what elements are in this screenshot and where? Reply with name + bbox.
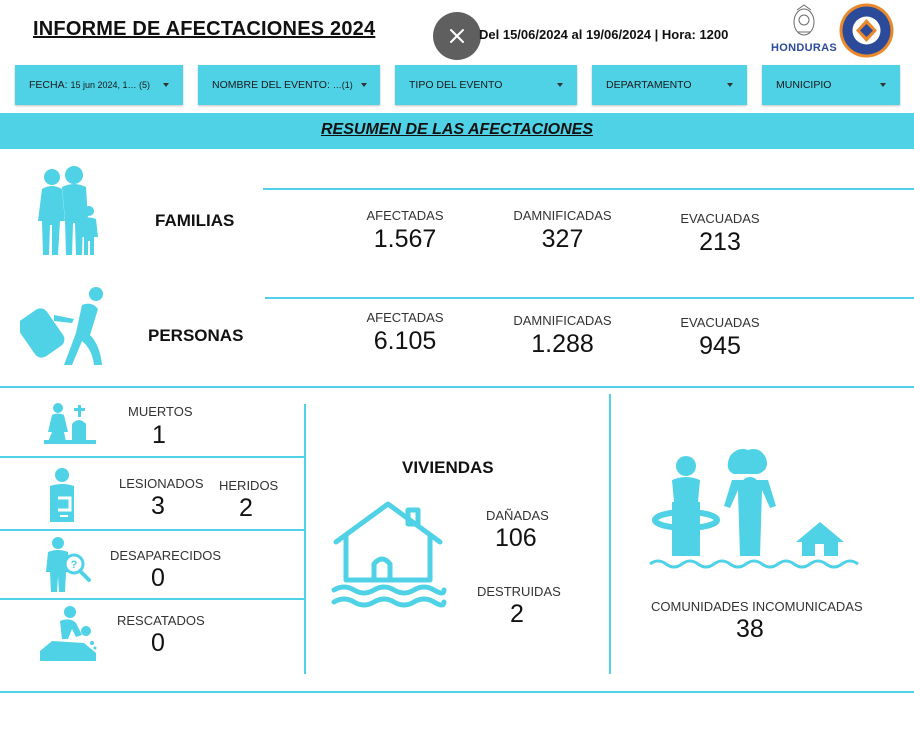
copeco-logo <box>838 2 895 59</box>
personas-evacuadas-label: EVACUADAS <box>680 315 760 330</box>
chevron-down-icon <box>557 83 563 87</box>
rescue-icon <box>38 605 98 663</box>
row-divider-1 <box>0 456 304 458</box>
rescatados-value: 0 <box>151 629 165 657</box>
personas-divider <box>265 297 914 299</box>
grave-icon <box>44 402 96 444</box>
lower-section-divider <box>0 386 914 388</box>
filter-municipio[interactable]: MUNICIPIO <box>762 65 900 105</box>
viviendas-danadas-label: DAÑADAS <box>486 508 549 523</box>
flooded-house-icon <box>330 500 448 610</box>
familias-evacuadas-label: EVACUADAS <box>680 211 760 226</box>
familias-divider <box>263 188 914 190</box>
injured-icon <box>46 468 80 524</box>
lesionados-label: LESIONADOS <box>119 476 204 491</box>
filter-nombre-evento-label: NOMBRE DEL EVENTO: <box>212 79 330 91</box>
lesionados-value: 3 <box>151 492 165 520</box>
personas-afectadas-label: AFECTADAS <box>366 310 444 325</box>
desaparecidos-value: 0 <box>151 564 165 592</box>
isolated-community-icon <box>648 446 860 570</box>
row-divider-2 <box>0 529 304 531</box>
viviendas-danadas-value: 106 <box>495 524 537 552</box>
heridos-label: HERIDOS <box>219 478 279 493</box>
desaparecidos-label: DESAPARECIDOS <box>110 548 222 563</box>
familias-evacuadas-value: 213 <box>699 228 741 256</box>
filter-departamento-label: DEPARTAMENTO <box>606 79 692 91</box>
viviendas-label: VIVIENDAS <box>402 458 494 477</box>
personas-label: PERSONAS <box>148 326 244 345</box>
muertos-label: MUERTOS <box>128 404 193 419</box>
familias-label: FAMILIAS <box>155 211 235 230</box>
honduras-logo-text: HONDURAS <box>771 42 837 54</box>
viviendas-destruidas-value: 2 <box>510 600 524 628</box>
familias-afectadas-label: AFECTADAS <box>366 208 444 223</box>
family-icon <box>38 165 102 257</box>
close-icon <box>450 29 464 43</box>
personas-evacuadas-value: 945 <box>699 332 741 360</box>
svg-text:?: ? <box>71 559 78 571</box>
traveler-icon <box>20 285 108 367</box>
summary-title: RESUMEN DE LAS AFECTACIONES <box>320 121 593 138</box>
rescatados-label: RESCATADOS <box>117 613 205 628</box>
report-period: Del 15/06/2024 al 19/06/2024 | Hora: 120… <box>479 27 729 42</box>
filter-municipio-label: MUNICIPIO <box>776 79 832 91</box>
page-title: INFORME DE AFECTACIONES 2024 <box>33 18 376 40</box>
honduras-government-logo: HONDURAS <box>770 2 838 58</box>
heridos-value: 2 <box>239 494 253 522</box>
familias-damnificadas-value: 327 <box>541 225 584 253</box>
comunidades-label: COMUNIDADES INCOMUNICADAS <box>651 599 863 614</box>
muertos-value: 1 <box>152 421 166 449</box>
filter-departamento[interactable]: DEPARTAMENTO <box>592 65 747 105</box>
chevron-down-icon <box>163 83 169 87</box>
chevron-down-icon <box>880 83 886 87</box>
familias-damnificadas-label: DAMNIFICADAS <box>513 208 612 223</box>
filter-nombre-evento[interactable]: NOMBRE DEL EVENTO: …(1) <box>198 65 380 105</box>
filter-fecha-label: FECHA: <box>29 79 68 91</box>
filter-tipo-evento[interactable]: TIPO DEL EVENTO <box>395 65 577 105</box>
missing-person-icon: ? <box>44 536 92 594</box>
personas-damnificadas-label: DAMNIFICADAS <box>513 313 612 328</box>
personas-damnificadas-value: 1.288 <box>531 330 594 358</box>
personas-afectadas-value: 6.105 <box>373 327 437 355</box>
summary-band <box>0 113 914 149</box>
row-divider-3 <box>0 598 304 600</box>
chevron-down-icon <box>360 83 367 87</box>
filter-tipo-evento-label: TIPO DEL EVENTO <box>409 79 503 91</box>
column-divider-1 <box>304 404 306 674</box>
filter-nombre-evento-value: …(1) <box>332 80 353 90</box>
column-divider-2 <box>609 394 611 674</box>
viviendas-destruidas-label: DESTRUIDAS <box>477 584 561 599</box>
filter-fecha-value: 15 jun 2024, 1… (5) <box>70 80 150 90</box>
filter-fecha[interactable]: FECHA: 15 jun 2024, 1… (5) <box>15 65 183 105</box>
close-button[interactable] <box>433 12 481 60</box>
bottom-divider <box>0 691 914 693</box>
comunidades-value: 38 <box>736 615 764 643</box>
chevron-down-icon <box>727 83 733 87</box>
familias-afectadas-value: 1.567 <box>373 225 437 253</box>
